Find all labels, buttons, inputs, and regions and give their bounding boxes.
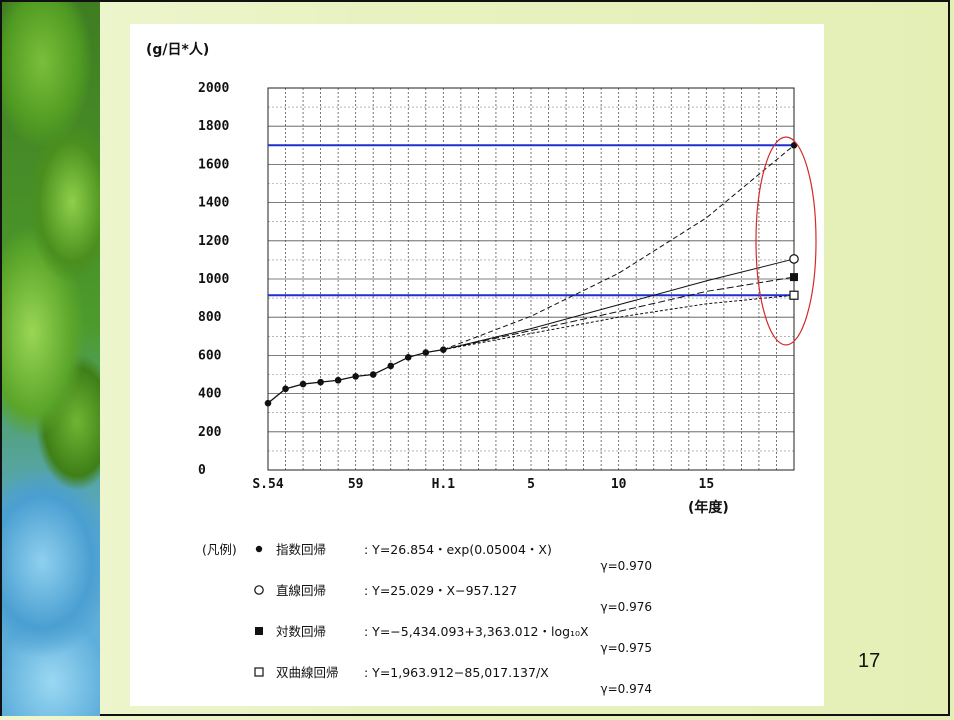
y-tick-label: 1600	[198, 157, 229, 172]
legend-name: 双曲線回帰	[276, 665, 339, 680]
x-tick-label: 59	[348, 477, 364, 492]
y-tick-label: 0	[198, 463, 206, 478]
series-line	[443, 258, 795, 351]
legend-heading: (凡例)	[202, 542, 237, 557]
y-tick-label: 400	[198, 387, 222, 402]
figure-sheet: (g/日*人) 0 200 400 600 800 1000 1200 1400 1600 180…	[130, 24, 824, 706]
observed-point	[352, 373, 359, 380]
data-point	[255, 627, 263, 635]
data-point	[789, 254, 799, 264]
y-tick-label: 800	[198, 310, 222, 325]
legend-equation: : Y=1,963.912−85,017.137/X	[364, 665, 549, 680]
observed-point	[440, 346, 447, 353]
x-tick-label: H.1	[432, 477, 456, 492]
page-number: 17	[858, 650, 881, 672]
x-tick-label: 10	[611, 477, 627, 492]
data-point	[254, 585, 264, 595]
observed-point	[317, 378, 324, 386]
data-point	[254, 667, 264, 677]
x-tick-labels: S.54 59 H.1 5 10 15	[252, 477, 714, 492]
legend-equation: : Y=25.029・X−957.127	[364, 583, 517, 598]
observed-point	[422, 349, 430, 356]
series-layer	[264, 142, 799, 407]
data-point	[790, 273, 798, 282]
observed-point	[299, 380, 307, 388]
legend-gamma: γ=0.976	[600, 600, 652, 614]
data-point	[790, 142, 798, 149]
y-axis-unit-label: (g/日*人)	[146, 41, 209, 58]
y-tick-label: 1800	[198, 119, 229, 134]
series-line	[443, 294, 795, 351]
observed-point	[264, 399, 272, 407]
observed-point	[404, 354, 412, 361]
x-tick-label: 15	[699, 477, 715, 492]
data-point	[255, 545, 263, 553]
y-tick-label: 2000	[198, 81, 229, 96]
y-tick-label: 600	[198, 348, 222, 363]
x-axis-unit-label: (年度)	[688, 499, 729, 516]
y-tick-labels: 0 200 400 600 800 1000 1200 1400 1600 1800 2000	[198, 81, 229, 478]
y-tick-label: 200	[198, 425, 222, 440]
legend: (凡例) 指数回帰 : Y=26.854・exp(0.05004・X) γ=0.970…	[202, 542, 652, 696]
legend-name: 直線回帰	[276, 583, 326, 598]
observed-point	[334, 376, 342, 384]
legend-name: 指数回帰	[276, 542, 326, 557]
reference-lines	[268, 144, 794, 297]
observed-point	[387, 362, 395, 370]
observed-point	[369, 371, 377, 378]
y-tick-label: 1200	[198, 234, 229, 249]
legend-gamma: γ=0.970	[600, 559, 652, 573]
highlight-ellipse	[755, 136, 817, 346]
legend-gamma: γ=0.975	[600, 641, 652, 655]
legend-equation: : Y=−5,434.093+3,363.012・log₁₀X	[364, 624, 589, 639]
legend-equation: : Y=26.854・exp(0.05004・X)	[364, 542, 552, 557]
data-point	[789, 290, 799, 300]
x-tick-label: S.54	[252, 477, 283, 492]
observed-point	[282, 385, 289, 393]
series-line	[443, 144, 795, 351]
y-tick-label: 1000	[198, 272, 229, 287]
regression-chart: (g/日*人) 0 200 400 600 800 1000 1200 1400 1600 180…	[146, 41, 817, 696]
legend-name: 対数回帰	[276, 624, 326, 639]
x-tick-label: 5	[527, 477, 535, 492]
y-tick-label: 1400	[198, 196, 229, 211]
legend-gamma: γ=0.974	[600, 682, 652, 696]
leaf-decoration-strip	[2, 2, 100, 716]
